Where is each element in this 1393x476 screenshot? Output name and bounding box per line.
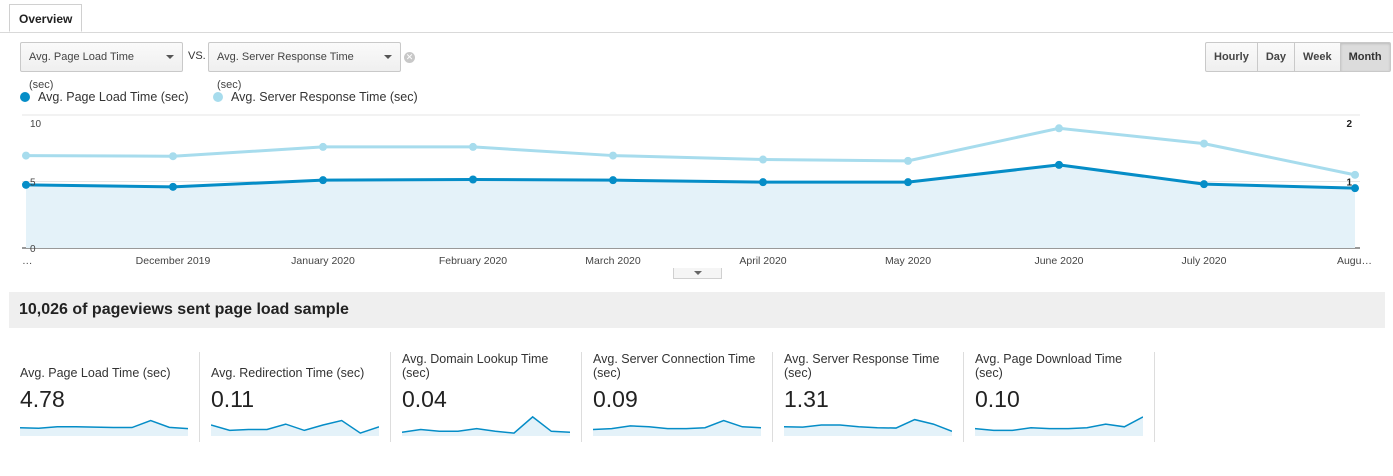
secondary-metric-dropdown[interactable]: Avg. Server Response Time (sec) <box>208 42 401 91</box>
scorecard-value: 0.04 <box>402 386 447 412</box>
point-server-response-time[interactable] <box>22 151 30 160</box>
point-page-load-time[interactable] <box>609 176 617 185</box>
y-right-tick-label: 1 <box>1346 178 1352 189</box>
scorecard-server-response-time[interactable]: Avg. Server Response Time (sec) 1.31 <box>773 352 964 442</box>
tab-overview[interactable]: Overview <box>9 4 83 32</box>
point-server-response-time[interactable] <box>469 142 477 151</box>
legend-secondary-dot <box>213 92 223 102</box>
x-tick-label: Augu… <box>1337 255 1372 267</box>
legend-primary-label: Avg. Page Load Time (sec) <box>38 90 189 104</box>
scorecard-label: Avg. Page Download Time (sec) <box>975 352 1123 380</box>
x-tick-label: June 2020 <box>1034 255 1083 267</box>
scorecard-sparkline <box>975 416 1143 436</box>
scorecard-value: 4.78 <box>20 386 65 412</box>
point-server-response-time[interactable] <box>1200 139 1208 148</box>
sparkline-line <box>593 419 761 431</box>
clear-icon[interactable]: ✕ <box>404 52 415 63</box>
chart-expand-toggle[interactable] <box>673 268 722 279</box>
point-page-load-time[interactable] <box>1351 184 1359 193</box>
point-page-load-time[interactable] <box>469 175 477 184</box>
series-line-server-response-time <box>25 126 1356 177</box>
tab-strip: Overview <box>0 0 1393 33</box>
point-page-load-time[interactable] <box>319 176 327 185</box>
point-server-response-time[interactable] <box>1351 170 1359 179</box>
period-selector: Hourly Day Week Month <box>1205 42 1391 72</box>
scorecard-sparkline <box>402 415 570 436</box>
scorecard-label: Avg. Server Response Time (sec) <box>784 352 940 380</box>
period-month-button[interactable]: Month <box>1339 42 1391 72</box>
y-right-tick-label: 2 <box>1346 119 1352 130</box>
scorecard-server-connection-time[interactable]: Avg. Server Connection Time (sec) 0.09 <box>582 352 773 442</box>
scorecard-label: Avg. Domain Lookup Time (sec) <box>402 352 549 380</box>
y-left-tick-label: 10 <box>30 119 42 130</box>
sparkline-area <box>20 420 188 436</box>
point-server-response-time[interactable] <box>169 152 177 161</box>
scorecard-value: 0.09 <box>593 386 638 412</box>
y-left-tick-label: 0 <box>30 244 36 255</box>
sparkline-area <box>211 420 379 436</box>
sparkline-line <box>402 415 570 434</box>
point-page-load-time[interactable] <box>1055 160 1063 169</box>
point-server-response-time[interactable] <box>759 155 767 164</box>
secondary-metric-label: Avg. Server Response Time (sec) <box>217 51 354 91</box>
series-area-page-load-time <box>26 164 1355 248</box>
sparkline-line <box>975 416 1143 432</box>
scorecard-sparkline <box>211 419 379 436</box>
legend-primary[interactable]: Avg. Page Load Time (sec) <box>20 90 189 104</box>
x-tick-label: May 2020 <box>885 255 931 267</box>
x-tick-label: March 2020 <box>585 255 641 267</box>
vs-label: VS. <box>188 50 206 62</box>
scorecard-domain-lookup-time[interactable]: Avg. Domain Lookup Time (sec) 0.04 <box>391 352 582 442</box>
point-server-response-time[interactable] <box>1055 124 1063 133</box>
sparkline-area <box>975 416 1143 436</box>
point-server-response-time[interactable] <box>609 151 617 160</box>
scorecard-value: 0.10 <box>975 386 1020 412</box>
x-tick-label: February 2020 <box>439 255 507 267</box>
scorecard-value: 0.11 <box>211 386 255 412</box>
period-day-button[interactable]: Day <box>1256 42 1296 72</box>
scorecard-page-download-time[interactable]: Avg. Page Download Time (sec) 0.10 <box>964 352 1155 442</box>
sparkline-line <box>211 419 379 434</box>
sparkline-area <box>593 420 761 436</box>
primary-metric-label: Avg. Page Load Time (sec) <box>29 51 134 91</box>
primary-metric-dropdown[interactable]: Avg. Page Load Time (sec) <box>20 42 183 91</box>
chevron-down-icon <box>166 55 174 59</box>
x-tick-label: April 2020 <box>739 255 786 267</box>
scorecard-sparkline <box>20 419 188 436</box>
point-page-load-time[interactable] <box>759 178 767 187</box>
period-hourly-button[interactable]: Hourly <box>1205 42 1258 72</box>
x-tick-label: January 2020 <box>291 255 355 267</box>
scorecard-label: Avg. Redirection Time (sec) <box>211 366 365 380</box>
x-tick-label: … <box>22 255 33 267</box>
scorecard-sparkline <box>784 418 952 436</box>
point-page-load-time[interactable] <box>1200 180 1208 189</box>
legend-primary-dot <box>20 92 30 102</box>
series-line-page-load-time <box>25 163 1356 190</box>
point-server-response-time[interactable] <box>904 156 912 165</box>
scorecard-page-load-time[interactable]: Avg. Page Load Time (sec) 4.78 <box>9 352 200 442</box>
y-left-tick-label: 5 <box>30 178 36 189</box>
legend-secondary[interactable]: Avg. Server Response Time (sec) <box>213 90 418 104</box>
x-tick-label: December 2019 <box>136 255 211 267</box>
legend-secondary-label: Avg. Server Response Time (sec) <box>231 90 418 104</box>
period-week-button[interactable]: Week <box>1294 42 1341 72</box>
line-chart[interactable]: 10 5 0 2 1 … December 2019 January 2020 February… <box>0 110 1393 270</box>
x-tick-label: July 2020 <box>1182 255 1227 267</box>
scorecard-redirection-time[interactable]: Avg. Redirection Time (sec) 0.11 <box>200 352 391 442</box>
page-load-sample-summary: 10,026 of pageviews sent page load sampl… <box>9 292 1385 328</box>
scorecard-sparkline <box>593 419 761 436</box>
point-page-load-time[interactable] <box>22 180 30 189</box>
point-page-load-time[interactable] <box>169 182 177 191</box>
point-server-response-time[interactable] <box>319 142 327 151</box>
chevron-down-icon <box>694 271 702 275</box>
sparkline-line <box>784 418 952 432</box>
scorecard-label: Avg. Server Connection Time (sec) <box>593 352 756 380</box>
chevron-down-icon <box>384 55 392 59</box>
scorecard-label: Avg. Page Load Time (sec) <box>20 366 171 380</box>
point-page-load-time[interactable] <box>904 178 912 187</box>
scorecard-value: 1.31 <box>784 386 829 412</box>
sparkline-line <box>20 419 188 430</box>
